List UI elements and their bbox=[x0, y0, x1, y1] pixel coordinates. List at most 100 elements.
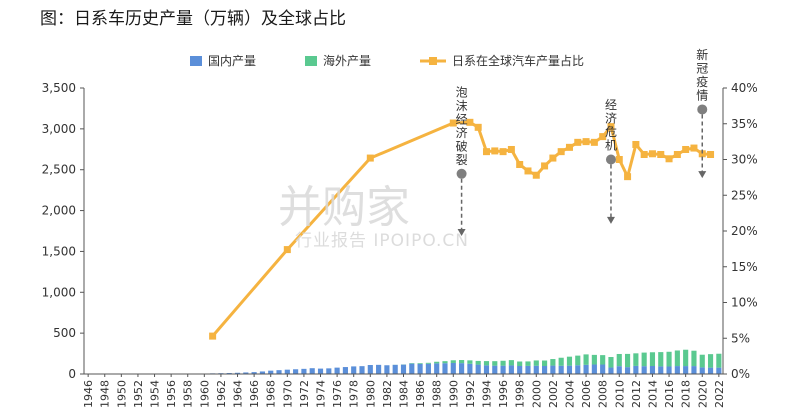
x-tick-label: 2008 bbox=[597, 380, 610, 408]
y-left-tick-label: 2,500 bbox=[42, 163, 76, 177]
x-tick-label: 2014 bbox=[646, 380, 659, 408]
annotation-arrow-head bbox=[606, 216, 615, 224]
x-tick-label: 1960 bbox=[198, 380, 211, 408]
annotation-arrow-head bbox=[457, 229, 466, 237]
x-tick-label: 2018 bbox=[680, 380, 693, 408]
bar-domestic-1965 bbox=[243, 372, 249, 374]
bar-domestic-2018 bbox=[683, 366, 689, 374]
bar-domestic-2009 bbox=[608, 367, 614, 374]
share-point-2007 bbox=[590, 138, 598, 146]
watermark-main: 并购家 bbox=[278, 182, 410, 233]
x-tick-label: 1976 bbox=[331, 380, 344, 408]
annotation-marker bbox=[697, 104, 708, 115]
bar-domestic-2001 bbox=[542, 365, 548, 374]
y-right-tick-label: 5% bbox=[731, 331, 750, 345]
x-tick-label: 1984 bbox=[398, 380, 411, 408]
bar-domestic-1969 bbox=[276, 370, 282, 374]
bar-domestic-1999 bbox=[525, 365, 531, 374]
annotation-marker bbox=[456, 168, 467, 179]
y-right-tick-label: 35% bbox=[731, 117, 758, 131]
share-point-2002 bbox=[549, 154, 557, 162]
bar-domestic-2005 bbox=[575, 365, 581, 374]
share-point-2003 bbox=[557, 148, 565, 156]
legend-label-domestic: 国内产量 bbox=[208, 54, 256, 68]
bar-domestic-1987 bbox=[425, 363, 431, 374]
x-tick-label: 1952 bbox=[132, 380, 145, 408]
annotation-label-char: 泡 bbox=[456, 85, 468, 99]
share-point-2019 bbox=[690, 144, 698, 152]
watermark-sub: 行业报告 IPOIPO.CN bbox=[295, 231, 469, 251]
bar-domestic-1997 bbox=[508, 365, 514, 374]
annotation-label-char: 破 bbox=[456, 138, 468, 153]
annotation-label-char: 冠 bbox=[696, 61, 708, 75]
bar-overseas-1989 bbox=[442, 361, 448, 364]
bar-domestic-2004 bbox=[566, 365, 573, 374]
bar-overseas-2018 bbox=[683, 349, 689, 367]
bar-overseas-2001 bbox=[542, 360, 548, 366]
x-tick-label: 1994 bbox=[480, 380, 493, 408]
x-tick-label: 1992 bbox=[464, 380, 477, 408]
bar-domestic-1977 bbox=[342, 367, 348, 374]
share-point-2011 bbox=[624, 173, 632, 181]
share-point-2006 bbox=[582, 138, 590, 146]
bar-domestic-1972 bbox=[301, 368, 307, 374]
bar-domestic-1964 bbox=[234, 372, 241, 374]
bar-overseas-2010 bbox=[616, 353, 622, 367]
y-left-tick-label: 0 bbox=[68, 367, 76, 381]
legend-swatch-overseas bbox=[305, 56, 317, 66]
bar-domestic-1978 bbox=[351, 366, 357, 374]
x-axis: 1946 1948 1950 1952 1954 1956 1958 1960 1962 1964… bbox=[82, 373, 726, 408]
bar-domestic-1975 bbox=[326, 368, 332, 374]
share-point-2000 bbox=[532, 171, 540, 179]
bar-overseas-1992 bbox=[467, 360, 473, 364]
y-right-tick-label: 30% bbox=[731, 153, 758, 167]
bar-overseas-2014 bbox=[649, 352, 656, 366]
y-left-tick-label: 500 bbox=[53, 326, 76, 340]
x-tick-label: 1990 bbox=[447, 380, 460, 408]
y-axis-left: 0 500 1,000 1,500 2,000 2,500 3,000 3,500 bbox=[42, 81, 85, 381]
share-point-1992 bbox=[466, 118, 474, 126]
bar-domestic-2014 bbox=[649, 365, 656, 374]
y-right-tick-label: 40% bbox=[731, 81, 758, 95]
annotation-label-char: 新 bbox=[696, 47, 708, 62]
bar-domestic-1998 bbox=[517, 365, 523, 374]
y-left-tick-label: 3,000 bbox=[42, 122, 76, 136]
x-tick-label: 1964 bbox=[232, 380, 245, 408]
share-point-1994 bbox=[482, 148, 490, 156]
x-tick-label: 1988 bbox=[431, 380, 444, 408]
annotation-label-char: 沫 bbox=[456, 99, 468, 113]
share-line bbox=[209, 118, 715, 340]
share-point-2021 bbox=[707, 150, 715, 158]
bar-domestic-1973 bbox=[309, 368, 315, 374]
bar-overseas-2007 bbox=[591, 354, 597, 365]
bar-overseas-1996 bbox=[500, 360, 506, 366]
annotation-label-char: 济 bbox=[605, 111, 617, 126]
watermark: 并购家 行业报告 IPOIPO.CN bbox=[278, 182, 469, 251]
bar-overseas-2005 bbox=[575, 355, 581, 366]
bar-overseas-2021 bbox=[707, 354, 714, 368]
bar-domestic-2019 bbox=[691, 366, 697, 374]
share-point-1993 bbox=[474, 123, 482, 131]
annotation-label: 新冠疫情 bbox=[696, 47, 708, 102]
bar-domestic-1979 bbox=[359, 366, 365, 374]
share-point-1970 bbox=[283, 246, 291, 254]
bar-overseas-1998 bbox=[517, 361, 523, 366]
bar-overseas-2015 bbox=[658, 352, 664, 367]
bar-overseas-1994 bbox=[483, 361, 490, 366]
bar-domestic-2015 bbox=[658, 366, 664, 374]
annotation-label-char: 危 bbox=[605, 125, 617, 139]
bar-overseas-1986 bbox=[417, 363, 423, 364]
share-point-2012 bbox=[632, 140, 640, 148]
x-tick-label: 1958 bbox=[182, 380, 195, 408]
share-point-2013 bbox=[640, 150, 648, 158]
bar-domestic-2021 bbox=[707, 367, 714, 374]
bar-domestic-1990 bbox=[450, 362, 456, 374]
annotation-label-char: 经 bbox=[605, 98, 617, 112]
bar-overseas-2013 bbox=[641, 352, 647, 367]
x-tick-label: 1986 bbox=[414, 380, 427, 408]
bar-domestic-2000 bbox=[533, 365, 539, 374]
bar-domestic-2011 bbox=[624, 367, 631, 374]
bar-domestic-1989 bbox=[442, 363, 448, 374]
